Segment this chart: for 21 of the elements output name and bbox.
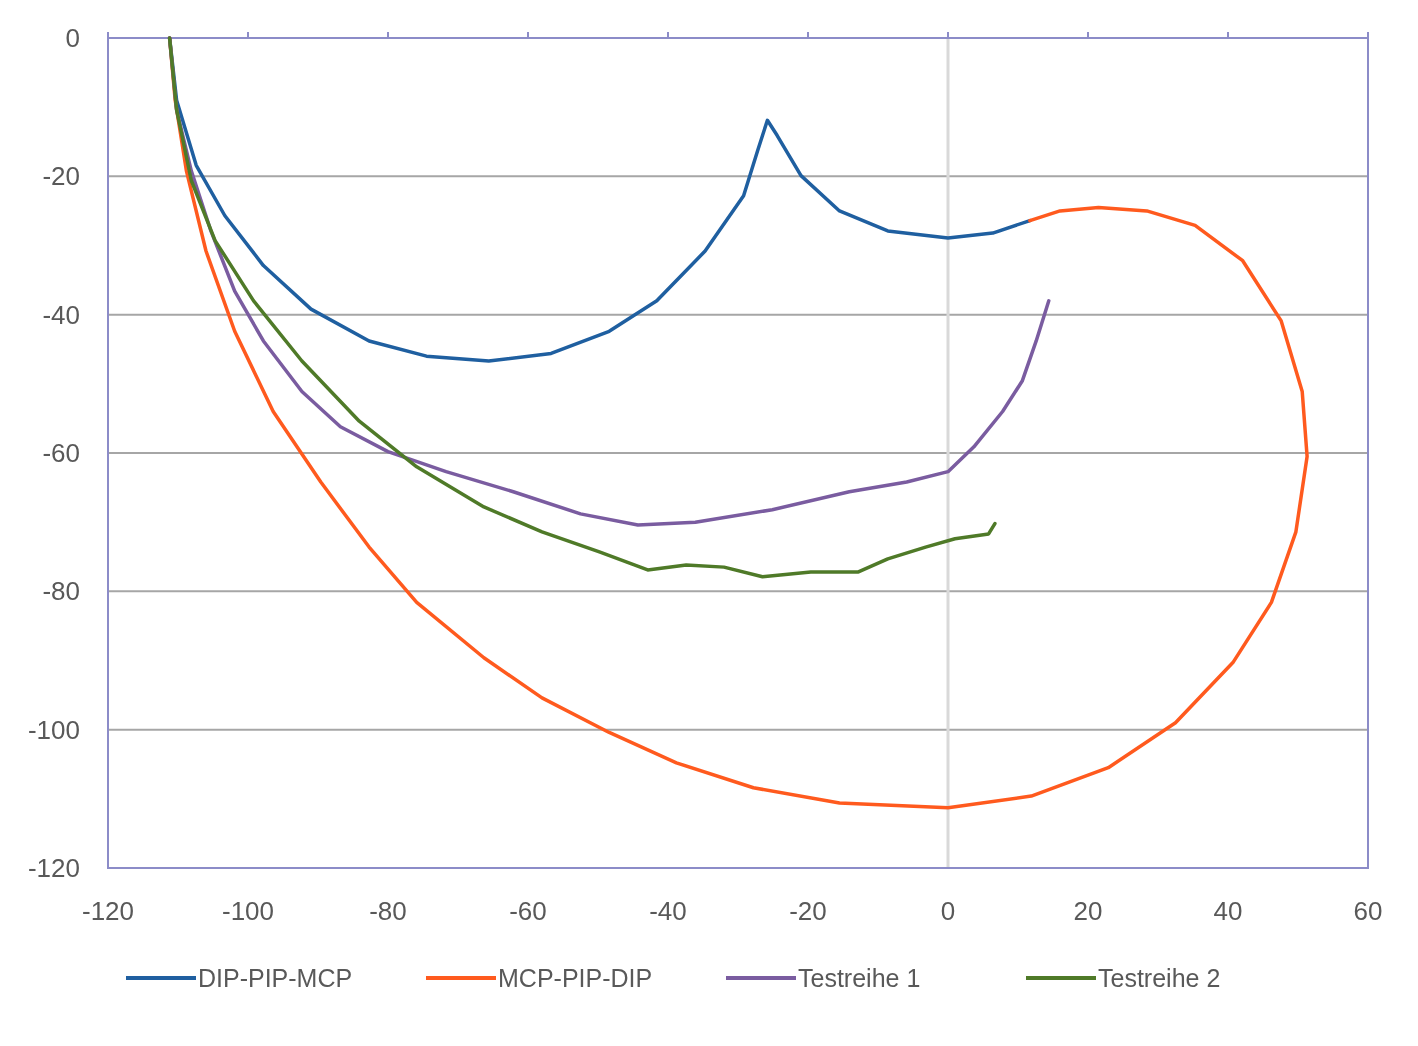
x-tick-label: -20 bbox=[789, 896, 827, 926]
x-tick-label: -100 bbox=[221, 896, 275, 926]
legend-label: MCP-PIP-DIP bbox=[498, 964, 653, 992]
x-tick-label: 20 bbox=[1073, 896, 1103, 926]
y-tick-label: -80 bbox=[42, 576, 80, 607]
x-tick-label: -60 bbox=[509, 896, 547, 926]
x-tick-label: 60 bbox=[1353, 896, 1383, 926]
y-tick-label: -120 bbox=[27, 853, 80, 883]
y-tick-label: -20 bbox=[42, 161, 80, 192]
legend-label: Testreihe 1 bbox=[798, 964, 921, 992]
y-tick-label: -100 bbox=[27, 714, 80, 745]
legend-label: Testreihe 2 bbox=[1098, 964, 1221, 992]
x-tick-label: -80 bbox=[369, 896, 407, 926]
x-tick-label: 0 bbox=[940, 896, 956, 926]
y-tick-label: -40 bbox=[42, 299, 80, 330]
y-tick-label: -60 bbox=[42, 438, 80, 468]
x-tick-label: -120 bbox=[81, 896, 135, 926]
legend-label: DIP-PIP-MCP bbox=[198, 964, 353, 992]
y-tick-label: 0 bbox=[65, 23, 80, 53]
x-tick-label: -40 bbox=[649, 896, 687, 926]
x-tick-label: 40 bbox=[1213, 896, 1243, 926]
